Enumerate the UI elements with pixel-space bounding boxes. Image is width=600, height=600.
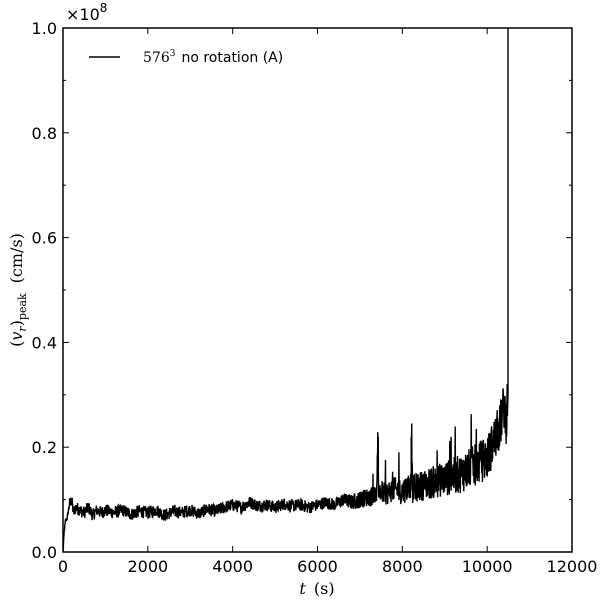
- x-tick-label: 4000: [212, 557, 253, 576]
- x-tick-label: 2000: [127, 557, 168, 576]
- series-path: [62, 28, 509, 552]
- legend: 5763 no rotation (A): [89, 49, 283, 66]
- y-axis-label: (vr)peak(cm/s): [7, 233, 29, 347]
- y-tick-label: 0.8: [32, 124, 57, 143]
- y-multiplier-label: ×108: [66, 1, 107, 24]
- x-tick-label: 10000: [462, 557, 513, 576]
- y-tick-label: 0.2: [32, 438, 57, 457]
- axes-frame: [62, 27, 573, 553]
- y-tick-label: 0.4: [32, 333, 57, 352]
- x-tick-label: 12000: [547, 557, 598, 576]
- x-axis: 0 2000 4000 6000 8000 10000 12000: [58, 28, 598, 576]
- x-tick-label: 0: [58, 557, 68, 576]
- y-tick-label: 0.6: [32, 229, 57, 248]
- y-axis: 0.0 0.2 0.4 0.6 0.8 1.0: [32, 19, 572, 562]
- data-series-line: [62, 28, 509, 552]
- legend-label: 5763 no rotation (A): [143, 49, 283, 66]
- x-axis-label: t (s): [299, 579, 334, 598]
- x-tick-label: 8000: [382, 557, 423, 576]
- y-tick-label: 0.0: [32, 543, 57, 562]
- x-tick-label: 6000: [297, 557, 338, 576]
- y-tick-label: 1.0: [32, 19, 57, 38]
